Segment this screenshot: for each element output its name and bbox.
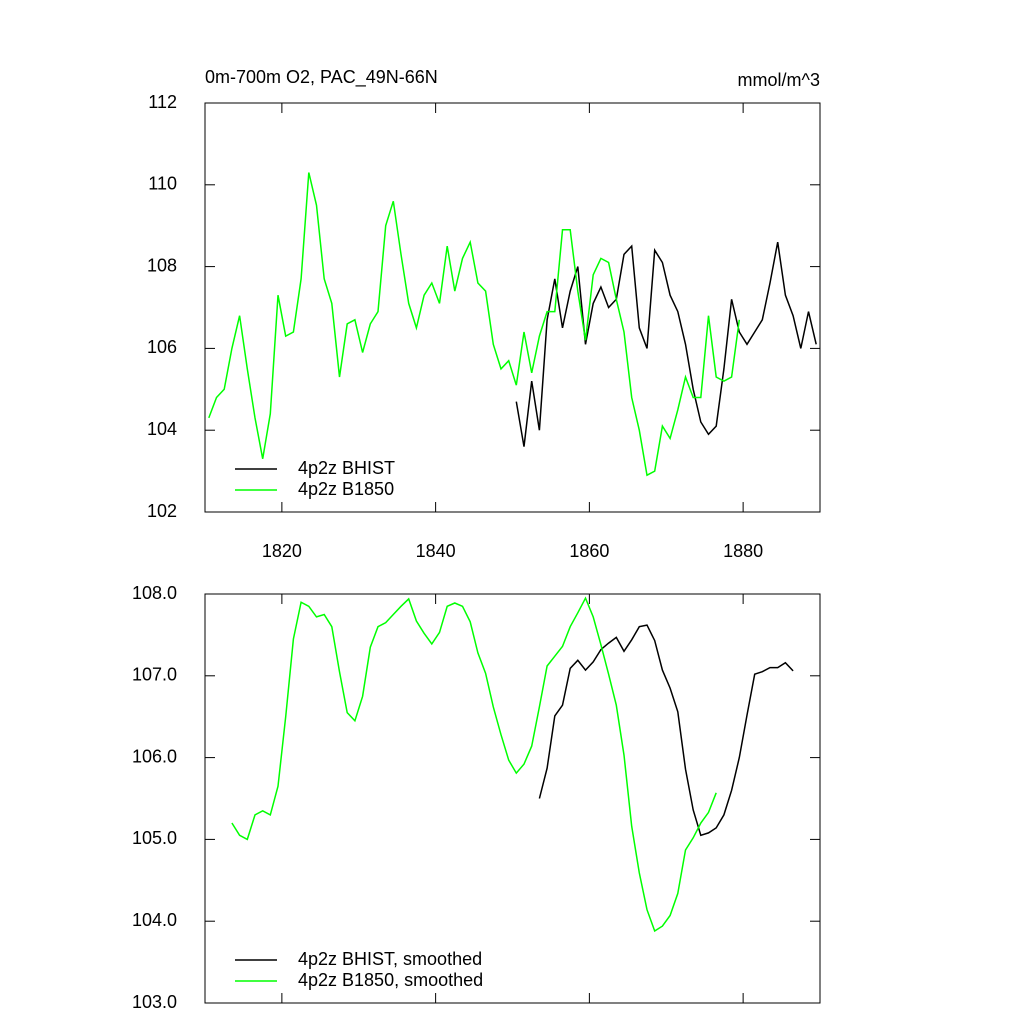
y-tick-label: 106 [147, 337, 177, 357]
series-line [208, 172, 741, 477]
y-tick-label: 104 [147, 419, 177, 439]
series-line [538, 624, 794, 837]
plot-frame [204, 593, 821, 1004]
y-tick-label: 105.0 [132, 828, 177, 848]
legend-label: 4p2z BHIST [298, 458, 395, 478]
y-tick-label: 102 [147, 501, 177, 521]
y-tick-label: 110 [148, 174, 177, 194]
y-tick-label: 112 [148, 92, 177, 112]
x-tick-label: 1840 [416, 541, 456, 561]
legend-label: 4p2z B1850 [298, 479, 394, 499]
plot-frame [204, 102, 821, 513]
legend-label: 4p2z B1850, smoothed [298, 970, 483, 990]
y-tick-label: 106.0 [132, 746, 177, 766]
series-line [515, 241, 817, 447]
legend-label: 4p2z BHIST, smoothed [298, 949, 482, 969]
y-tick-label: 108 [147, 255, 177, 275]
y-tick-label: 103.0 [132, 992, 177, 1012]
x-tick-label: 1860 [569, 541, 609, 561]
x-tick-label: 1880 [723, 541, 763, 561]
chart-title: 0m-700m O2, PAC_49N-66N [205, 67, 438, 88]
series-line [231, 596, 717, 933]
units-label: mmol/m^3 [738, 70, 820, 90]
x-tick-label: 1820 [262, 541, 302, 561]
y-tick-label: 107.0 [132, 665, 177, 685]
y-tick-label: 104.0 [132, 910, 177, 930]
y-tick-label: 108.0 [132, 583, 177, 603]
